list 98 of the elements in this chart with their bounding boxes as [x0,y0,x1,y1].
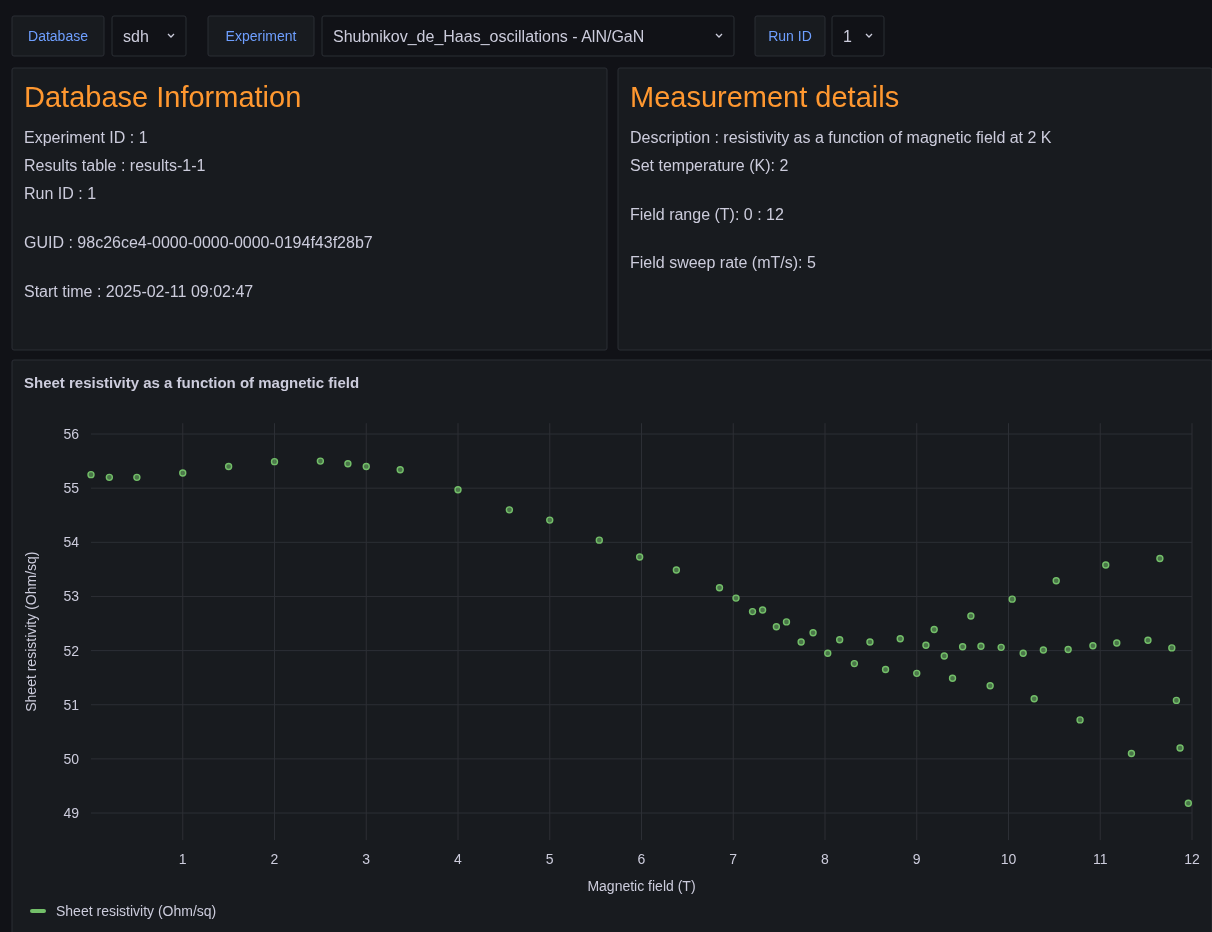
point [715,584,724,592]
x-tick-label: 9 [912,851,921,868]
point [809,629,817,637]
point [732,594,740,602]
point [958,643,967,651]
point [940,652,948,660]
text: Description : resistivity as a function of magnetic field at 2 K [630,129,1052,146]
point [505,506,514,514]
x-tick-label: 7 [729,851,738,868]
legend-label: Sheet resistivity (Ohm/sq) [56,903,217,919]
point [224,462,233,471]
point [922,641,930,649]
point [1052,577,1060,585]
point [1102,561,1110,569]
x-tick-label: 2 [270,851,279,868]
point [1184,799,1193,807]
text: Field range (T): 0 : 12 [630,206,784,223]
point [930,625,938,634]
point [344,460,352,468]
x-axis-title: Magnetic field (T) [587,878,696,894]
point [1064,645,1072,654]
point [881,665,890,674]
point [1172,696,1181,705]
text: 1 [843,28,852,45]
point [748,607,757,616]
point [824,649,832,658]
y-tick-label: 52 [63,642,80,659]
point [758,606,767,614]
x-tick-label: 12 [1184,851,1200,868]
text: Experiment [225,28,297,44]
point [1127,749,1136,758]
chart-title: Sheet resistivity as a function of magnetic field [24,374,360,391]
point [179,469,187,477]
x-tick-label: 3 [362,851,371,868]
point [105,473,114,482]
x-tick-label: 11 [1092,851,1108,868]
x-tick-label: 1 [178,851,187,868]
point [270,457,279,466]
point [967,612,975,620]
point [396,466,404,474]
point [986,682,994,690]
point [948,674,957,682]
point [595,536,603,544]
point [772,623,781,631]
point [454,486,462,494]
point [782,618,791,626]
point [1089,642,1097,650]
x-tick-label: 10 [1000,851,1017,868]
text: sdh [123,28,149,45]
point [672,566,681,574]
point [1008,595,1016,603]
point [1039,646,1048,654]
y-tick-label: 54 [63,534,80,551]
y-tick-label: 56 [63,425,80,442]
point [835,636,844,644]
text: Database Information [24,81,302,113]
point [362,462,370,471]
point [1113,639,1121,647]
point [1019,649,1027,658]
y-axis-title: Sheet resistivity (Ohm/sq) [23,551,39,712]
text: Start time : 2025-02-11 09:02:47 [24,283,254,300]
point [997,643,1005,652]
x-tick-label: 4 [454,851,463,868]
point [896,634,904,643]
text: Database [28,28,89,44]
text: GUID : 98c26ce4-0000-0000-0000-0194f43f28b7 [24,234,373,251]
point [913,669,921,678]
text: Measurement details [630,81,900,113]
point [87,470,95,479]
text: Experiment ID : 1 [24,129,148,146]
x-tick-label: 6 [637,851,646,868]
x-tick-label: 5 [545,851,554,868]
point [866,638,874,646]
point [797,638,805,646]
y-tick-label: 49 [63,804,80,821]
point [1030,695,1038,703]
point [977,642,985,650]
point [850,659,859,668]
point [1168,644,1176,652]
text: Run ID [768,28,812,44]
y-tick-label: 55 [63,480,80,497]
y-tick-label: 50 [63,750,80,767]
point [133,473,141,482]
point [546,516,554,524]
point [1144,636,1152,645]
x-tick-label: 8 [821,851,830,868]
point [1076,716,1084,724]
text: Run ID : 1 [24,185,97,202]
text: Shubnikov_de_Haas_oscillations - AlN/GaN [333,28,645,46]
text: Set temperature (K): 2 [630,157,789,174]
point [1156,554,1164,563]
text: Field sweep rate (mT/s): 5 [630,254,816,271]
y-tick-label: 53 [63,588,80,605]
point [1176,744,1184,752]
y-tick-label: 51 [63,696,80,713]
point [316,457,325,465]
point [635,553,644,561]
text: Results table : results-1-1 [24,157,206,174]
